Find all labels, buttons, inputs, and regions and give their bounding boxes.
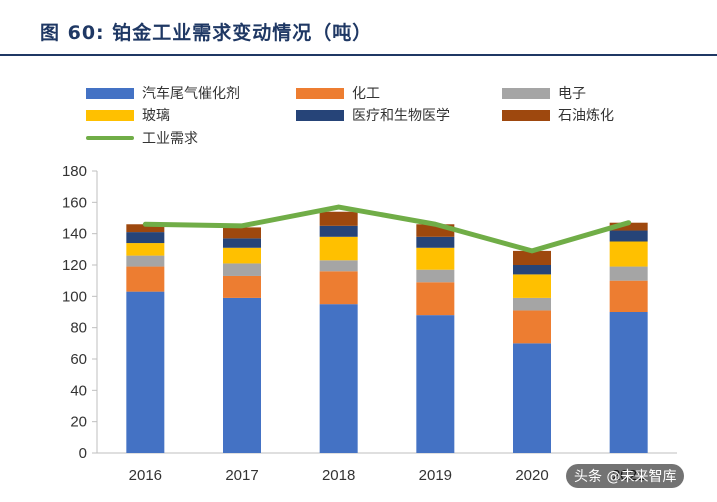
bar-segment-glass-2018 <box>319 236 358 261</box>
legend-swatch-medical <box>296 109 344 121</box>
bar-segment-medical-2021 <box>609 230 648 242</box>
bar-segment-medical-2020 <box>513 265 551 275</box>
legend-label-auto: 汽车尾气催化剂 <box>142 86 240 102</box>
legend-label-petro: 石油炼化 <box>558 108 614 124</box>
bar-segment-medical-2019 <box>416 236 455 248</box>
bar-segment-petro-2020 <box>513 250 551 265</box>
bar-segment-petro-2018 <box>319 211 358 226</box>
bar-segment-elec-2020 <box>513 297 551 311</box>
bar-segment-chem-2017 <box>223 275 261 298</box>
legend-swatch-elec <box>502 87 550 99</box>
legend-item-chem: 化工 <box>296 84 380 102</box>
legend-item-auto: 汽车尾气催化剂 <box>86 84 240 102</box>
industrial-demand-line <box>142 204 632 254</box>
bar-segment-petro-2016 <box>126 224 165 233</box>
bar-segment-auto-2017 <box>223 297 261 453</box>
legend-item-elec: 电子 <box>502 84 586 102</box>
bar-segment-elec-2021 <box>609 266 648 281</box>
legend-item-glass: 玻璃 <box>86 106 170 124</box>
legend-label-glass: 玻璃 <box>142 108 170 124</box>
y-tick-label: 60 <box>70 351 87 368</box>
legend-item-medical: 医疗和生物医学 <box>296 106 450 124</box>
legend-item-petro: 石油炼化 <box>502 106 614 124</box>
y-tick-label: 180 <box>62 163 87 180</box>
bar-segment-glass-2017 <box>223 247 261 264</box>
bar-segment-elec-2018 <box>319 260 358 272</box>
bar-segment-glass-2019 <box>416 247 455 270</box>
legend-label-elec: 电子 <box>558 86 586 102</box>
title-rule <box>0 54 717 56</box>
y-tick-label: 120 <box>62 257 87 274</box>
page-title: 图 60: 铂金工业需求变动情况（吨） <box>40 22 373 44</box>
bar-segment-auto-2020 <box>513 343 551 453</box>
bar-segment-chem-2016 <box>126 266 165 292</box>
y-tick-label: 140 <box>62 226 87 243</box>
y-tick-label: 40 <box>70 382 87 399</box>
legend-item-industrial: 工业需求 <box>86 129 198 147</box>
y-tick-label: 100 <box>62 288 87 305</box>
legend-swatch-chem <box>296 87 344 99</box>
chart-legend: 汽车尾气催化剂 化工 电子 玻璃 医疗和生物医学 石油炼化 工业需求 <box>0 0 717 160</box>
bar-segment-chem-2019 <box>416 282 455 316</box>
bar-segment-chem-2021 <box>609 280 648 312</box>
title-bar: 图 60: 铂金工业需求变动情况（吨） <box>0 0 717 60</box>
legend-label-medical: 医疗和生物医学 <box>352 108 450 124</box>
bar-segment-glass-2020 <box>513 274 551 298</box>
x-tick-label: 2017 <box>225 467 258 484</box>
bar-segment-elec-2016 <box>126 255 165 267</box>
x-tick-label: 2016 <box>129 467 162 484</box>
bar-segment-medical-2018 <box>319 225 358 237</box>
bar-segment-petro-2017 <box>223 227 261 239</box>
legend-label-chem: 化工 <box>352 86 380 102</box>
y-tick-label: 160 <box>62 194 87 211</box>
y-tick-label: 80 <box>70 320 87 337</box>
bar-segment-elec-2019 <box>416 269 455 283</box>
bar-segment-petro-2021 <box>609 222 648 231</box>
watermark: 头条 @未来智库 <box>566 464 685 488</box>
legend-swatch-glass <box>86 109 134 121</box>
bar-segment-auto-2019 <box>416 315 455 453</box>
bar-segment-auto-2016 <box>126 291 165 453</box>
bar-segment-medical-2017 <box>223 238 261 248</box>
x-tick-label: 2020 <box>515 467 548 484</box>
bar-segment-auto-2018 <box>319 304 358 453</box>
bar-segment-glass-2021 <box>609 241 648 267</box>
y-tick-label: 0 <box>79 445 87 462</box>
bar-segment-auto-2021 <box>609 312 648 453</box>
x-tick-label: 2019 <box>419 467 452 484</box>
y-tick-label: 20 <box>70 414 87 431</box>
bar-segment-chem-2018 <box>319 271 358 305</box>
bar-segment-chem-2020 <box>513 310 551 344</box>
legend-line-industrial <box>86 136 134 140</box>
bar-segment-elec-2017 <box>223 263 261 276</box>
bar-segment-medical-2016 <box>126 232 165 244</box>
legend-swatch-petro <box>502 109 550 121</box>
x-tick-label: 2018 <box>322 467 355 484</box>
bar-segment-glass-2016 <box>126 243 165 256</box>
legend-label-industrial: 工业需求 <box>142 131 198 147</box>
legend-swatch-auto <box>86 87 134 99</box>
